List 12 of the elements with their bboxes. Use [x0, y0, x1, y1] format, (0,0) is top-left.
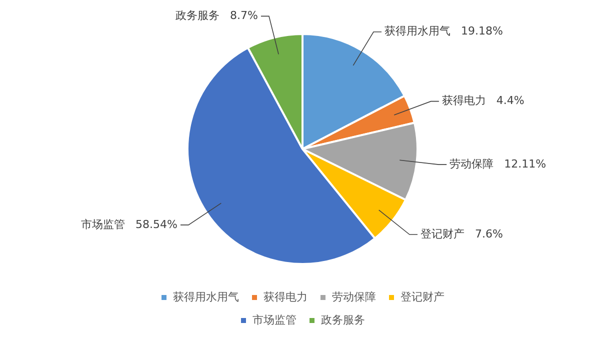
- legend-label: 劳动保障: [332, 290, 376, 304]
- legend-label: 政务服务: [321, 313, 365, 326]
- category-label: 获得用水用气 19.18%: [384, 24, 503, 38]
- category-label: 劳动保障 12.11%: [450, 157, 546, 170]
- legend-label: 登记财产: [400, 290, 444, 304]
- category-label: 政务服务 8.7%: [176, 9, 258, 22]
- legend-label: 获得电力: [264, 290, 308, 304]
- category-label: 获得电力 4.4%: [442, 94, 524, 108]
- category-label: 市场监管 58.54%: [81, 218, 178, 231]
- category-label: 登记财产 7.6%: [420, 227, 503, 240]
- legend-label: 获得用水用气: [173, 290, 239, 304]
- legend-label: 市场监管: [252, 313, 296, 326]
